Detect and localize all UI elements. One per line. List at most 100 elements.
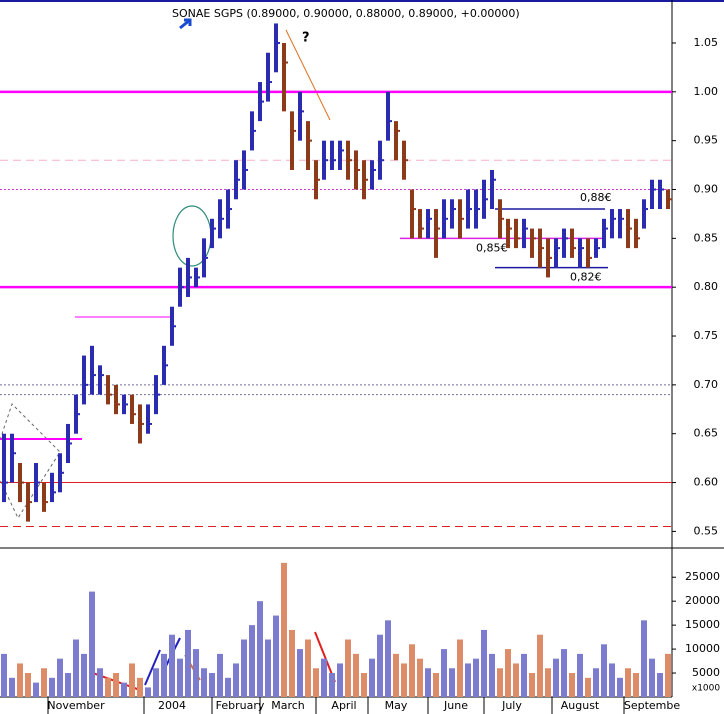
volume-bar (609, 663, 615, 697)
triangle-pattern (0, 403, 61, 520)
x-tick-label: June (443, 699, 468, 712)
price-bar (210, 218, 214, 249)
x-tick-label: March (271, 699, 305, 712)
volume-bar (593, 668, 599, 697)
volume-bar (585, 677, 591, 697)
trend-line (285, 29, 331, 121)
volume-bar (65, 673, 71, 697)
y-tick-label: 1.05 (694, 36, 719, 49)
volume-bar (129, 663, 135, 697)
volume-bar (361, 673, 367, 697)
annotation-label: ? (302, 31, 310, 46)
price-bar (394, 121, 398, 161)
volume-bar (433, 673, 439, 697)
price-bar (506, 218, 510, 249)
price-bar (330, 140, 334, 170)
price-bar (418, 209, 422, 239)
price-bar (634, 218, 638, 249)
volume-bar (569, 673, 575, 697)
volume-bar (385, 620, 391, 697)
price-bar (42, 482, 46, 512)
volume-bar (633, 673, 639, 697)
volume-bar (9, 677, 15, 697)
volume-bar (449, 668, 455, 697)
price-bar (90, 345, 94, 395)
price-bar (146, 404, 150, 434)
volume-bar (337, 663, 343, 697)
volume-bar (529, 673, 535, 697)
y-tick-label: 0.60 (694, 476, 719, 489)
volume-bar (105, 677, 111, 697)
volume-bar (457, 639, 463, 697)
volume-bar (297, 649, 303, 697)
volume-bar (377, 634, 383, 697)
x-tick-label: Septembe (624, 699, 681, 712)
price-bar (50, 472, 54, 503)
price-bar (266, 52, 270, 102)
volume-bar (217, 653, 223, 697)
annotation-label: 0,82€ (570, 271, 602, 284)
price-bar (298, 91, 302, 141)
x-tick-label: April (331, 699, 356, 712)
y-tick-label: 1.00 (694, 85, 719, 98)
y-tick-label: 15000 (685, 618, 720, 631)
price-bar (370, 160, 374, 190)
y-tick-label: 0.85 (694, 231, 719, 244)
y-tick-label: 10000 (685, 642, 720, 655)
price-bar (562, 228, 566, 258)
volume-bar (57, 658, 63, 697)
price-bar (426, 209, 430, 239)
volume-bar (657, 673, 663, 697)
volume-bar (177, 658, 183, 697)
volume-bar (281, 562, 287, 697)
y-tick-label: 0.65 (694, 427, 719, 440)
volume-bar (345, 639, 351, 697)
volume-bar (401, 663, 407, 697)
price-bar (578, 238, 582, 268)
volume-bar (513, 663, 519, 697)
volume-bar (121, 682, 127, 697)
volume-bar (81, 653, 87, 697)
x-tick-label: May (385, 699, 408, 712)
annotation-label: 0,85€ (476, 241, 508, 254)
volume-bar (409, 644, 415, 697)
y-tick-label: 25000 (685, 570, 720, 583)
price-bar (290, 111, 294, 170)
volume-bar (73, 639, 79, 697)
volume-bar (321, 658, 327, 697)
volume-bar (161, 653, 167, 697)
price-bar (554, 238, 558, 268)
price-bar (98, 365, 102, 395)
price-bar (586, 238, 590, 268)
volume-bar (137, 677, 143, 697)
price-bar (82, 355, 86, 405)
volume-bar (265, 639, 271, 697)
price-bar (2, 433, 6, 503)
volume-bar (305, 639, 311, 697)
price-bar (450, 199, 454, 229)
price-bar (650, 179, 654, 210)
price-bar (570, 228, 574, 258)
volume-bar (41, 668, 47, 697)
volume-bar (601, 644, 607, 697)
volume-bar (225, 677, 231, 697)
volume-bar (249, 625, 255, 697)
volume-bar (233, 663, 239, 697)
price-bar (410, 189, 414, 239)
volume-bar (505, 649, 511, 697)
y-tick-label: 0.55 (694, 524, 719, 537)
volume-bar (145, 687, 151, 697)
volume-bar (649, 658, 655, 697)
y-tick-label: 0.95 (694, 134, 719, 147)
price-bar (610, 209, 614, 239)
volume-bar (665, 653, 671, 697)
volume-bar (553, 658, 559, 697)
y-tick-label: 20000 (685, 594, 720, 607)
x-tick-label: November (47, 699, 105, 712)
volume-bar (465, 663, 471, 697)
volume-bar (33, 682, 39, 697)
y-tick-label: 0.90 (694, 183, 719, 196)
volume-bar (617, 677, 623, 697)
